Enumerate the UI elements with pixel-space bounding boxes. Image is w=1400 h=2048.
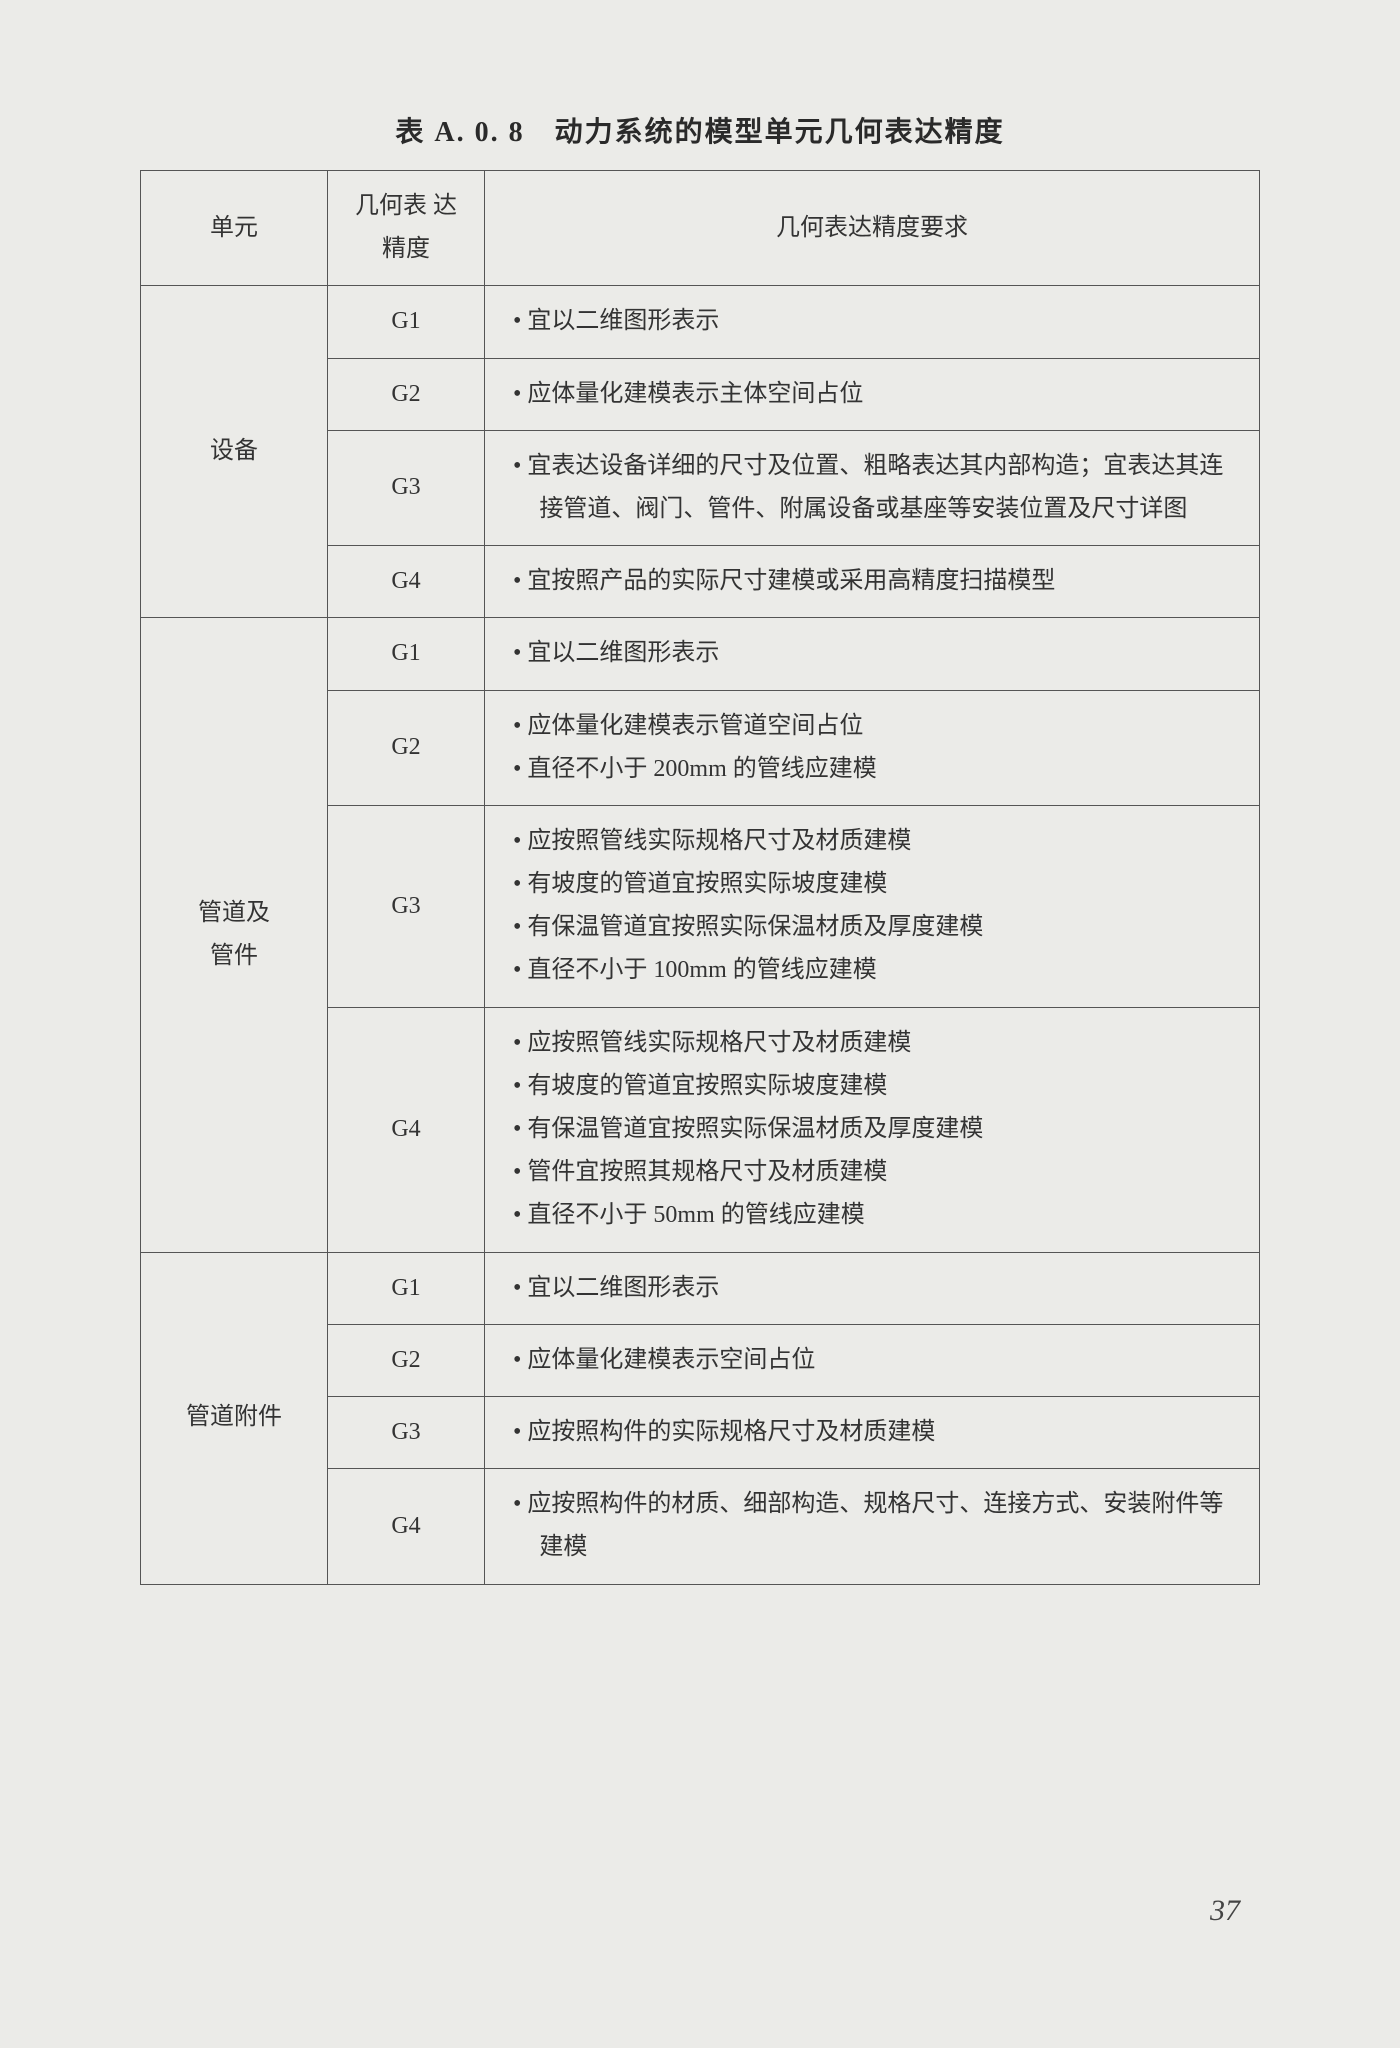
unit-cell: 管道附件	[141, 1252, 328, 1584]
requirement-cell: • 宜按照产品的实际尺寸建模或采用高精度扫描模型	[485, 546, 1260, 618]
requirement-bullet: • 宜以二维图形表示	[513, 632, 1241, 675]
table-row: 设备G1• 宜以二维图形表示	[141, 286, 1260, 358]
precision-cell: G1	[328, 1252, 485, 1324]
requirement-bullet: • 应体量化建模表示空间占位	[513, 1339, 1241, 1382]
unit-cell: 设备	[141, 286, 328, 618]
requirement-cell: • 应按照构件的实际规格尺寸及材质建模	[485, 1396, 1260, 1468]
requirement-cell: • 应按照构件的材质、细部构造、规格尺寸、连接方式、安装附件等建模	[485, 1469, 1260, 1584]
requirement-cell: • 宜以二维图形表示	[485, 286, 1260, 358]
requirement-bullet: • 应按照构件的实际规格尺寸及材质建模	[513, 1411, 1241, 1454]
requirement-bullet: • 应按照管线实际规格尺寸及材质建模	[513, 820, 1241, 863]
requirement-cell: • 应体量化建模表示管道空间占位• 直径不小于 200mm 的管线应建模	[485, 690, 1260, 805]
requirement-bullet: • 有坡度的管道宜按照实际坡度建模	[513, 863, 1241, 906]
precision-cell: G1	[328, 618, 485, 690]
requirement-bullet: • 宜表达设备详细的尺寸及位置、粗略表达其内部构造；宜表达其连接管道、阀门、管件…	[513, 445, 1241, 531]
requirement-bullet: • 有坡度的管道宜按照实际坡度建模	[513, 1065, 1241, 1108]
requirement-bullet: • 直径不小于 50mm 的管线应建模	[513, 1194, 1241, 1237]
requirement-cell: • 应体量化建模表示空间占位	[485, 1324, 1260, 1396]
header-requirement: 几何表达精度要求	[485, 171, 1260, 286]
document-page: 表 A. 0. 8 动力系统的模型单元几何表达精度 单元 几何表 达精度 几何表…	[140, 110, 1260, 1585]
precision-cell: G3	[328, 805, 485, 1007]
requirement-bullet: • 应按照构件的材质、细部构造、规格尺寸、连接方式、安装附件等建模	[513, 1483, 1241, 1569]
requirement-bullet: • 直径不小于 100mm 的管线应建模	[513, 949, 1241, 992]
requirement-bullet: • 宜按照产品的实际尺寸建模或采用高精度扫描模型	[513, 560, 1241, 603]
requirement-bullet: • 应体量化建模表示主体空间占位	[513, 373, 1241, 416]
requirement-cell: • 宜以二维图形表示	[485, 1252, 1260, 1324]
requirement-bullet: • 直径不小于 200mm 的管线应建模	[513, 748, 1241, 791]
precision-cell: G2	[328, 690, 485, 805]
precision-cell: G3	[328, 1396, 485, 1468]
requirement-cell: • 应体量化建模表示主体空间占位	[485, 358, 1260, 430]
requirement-bullet: • 应按照管线实际规格尺寸及材质建模	[513, 1022, 1241, 1065]
precision-cell: G3	[328, 430, 485, 545]
page-number: 37	[1210, 1894, 1240, 1928]
requirement-bullet: • 有保温管道宜按照实际保温材质及厚度建模	[513, 1108, 1241, 1151]
precision-cell: G4	[328, 546, 485, 618]
requirement-bullet: • 宜以二维图形表示	[513, 1267, 1241, 1310]
requirement-bullet: • 有保温管道宜按照实际保温材质及厚度建模	[513, 906, 1241, 949]
precision-cell: G2	[328, 1324, 485, 1396]
header-precision: 几何表 达精度	[328, 171, 485, 286]
requirement-bullet: • 应体量化建模表示管道空间占位	[513, 705, 1241, 748]
precision-cell: G2	[328, 358, 485, 430]
header-unit: 单元	[141, 171, 328, 286]
requirement-bullet: • 管件宜按照其规格尺寸及材质建模	[513, 1151, 1241, 1194]
requirement-cell: • 应按照管线实际规格尺寸及材质建模• 有坡度的管道宜按照实际坡度建模• 有保温…	[485, 1007, 1260, 1252]
precision-cell: G1	[328, 286, 485, 358]
requirement-cell: • 宜表达设备详细的尺寸及位置、粗略表达其内部构造；宜表达其连接管道、阀门、管件…	[485, 430, 1260, 545]
precision-cell: G4	[328, 1007, 485, 1252]
table-title: 表 A. 0. 8 动力系统的模型单元几何表达精度	[140, 110, 1260, 150]
table-header-row: 单元 几何表 达精度 几何表达精度要求	[141, 171, 1260, 286]
precision-table: 单元 几何表 达精度 几何表达精度要求 设备G1• 宜以二维图形表示G2• 应体…	[140, 170, 1260, 1585]
precision-cell: G4	[328, 1469, 485, 1584]
table-row: 管道附件G1• 宜以二维图形表示	[141, 1252, 1260, 1324]
requirement-bullet: • 宜以二维图形表示	[513, 300, 1241, 343]
requirement-cell: • 宜以二维图形表示	[485, 618, 1260, 690]
unit-cell: 管道及管件	[141, 618, 328, 1252]
requirement-cell: • 应按照管线实际规格尺寸及材质建模• 有坡度的管道宜按照实际坡度建模• 有保温…	[485, 805, 1260, 1007]
table-row: 管道及管件G1• 宜以二维图形表示	[141, 618, 1260, 690]
